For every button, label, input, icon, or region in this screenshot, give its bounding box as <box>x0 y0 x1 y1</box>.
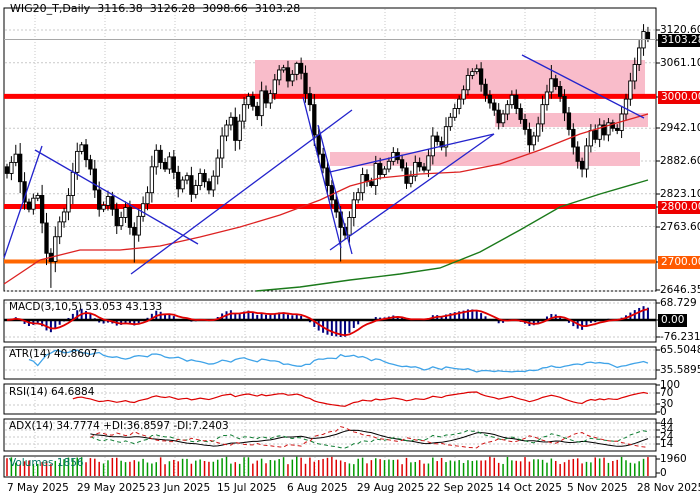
volume-axis-label: 1960 <box>660 453 687 465</box>
price-axis-label: 3061.10 <box>660 57 700 69</box>
date-axis-label: 29 May 2025 <box>77 482 146 494</box>
date-axis-label: 23 Jun 2025 <box>147 482 211 494</box>
price-axis-label: 3120.60 <box>660 24 700 36</box>
macd-axis-label: -76.231 <box>660 331 700 343</box>
adx-axis-label: 44 <box>660 417 674 429</box>
chart-title: WIG20_T,Daily 3116.38 3126.28 3098.66 3103.2… <box>10 2 307 15</box>
date-axis-label: 14 Oct 2025 <box>497 482 562 494</box>
price-axis-label: 2942.10 <box>660 122 700 134</box>
atr-axis-label: 35.5895 <box>660 364 700 376</box>
price-low: 3098.66 <box>202 2 248 15</box>
date-axis-label: 28 Nov 2025 <box>637 482 700 494</box>
price-axis-label: 3103.28 <box>658 34 700 47</box>
rsi-axis-label: 70 <box>660 387 674 399</box>
price-axis-label: 2700.00 <box>658 256 700 269</box>
macd-indicator-label: MACD(3,10,5) 53.053 43.133 <box>9 301 163 313</box>
date-axis-label: 15 Jul 2025 <box>217 482 277 494</box>
price-open: 3116.38 <box>97 2 143 15</box>
price-axis-label: 2823.10 <box>660 188 700 200</box>
atr-indicator-label: ATR(14) 40.8607 <box>9 348 98 360</box>
date-axis-label: 5 Nov 2025 <box>567 482 628 494</box>
atr-axis-label: 65.5048 <box>660 344 700 356</box>
adx-axis-label: 34 <box>660 424 674 436</box>
rsi-axis-label: 30 <box>660 398 674 410</box>
price-axis-label: 2763.60 <box>660 221 700 233</box>
date-axis-label: 7 May 2025 <box>7 482 69 494</box>
price-axis-label: 2800.00 <box>658 201 700 214</box>
adx-axis-label: 14 <box>660 438 674 450</box>
macd-axis-label: 68.729 <box>660 297 697 309</box>
rsi-axis-label: 0 <box>660 406 667 418</box>
adx-indicator-label: ADX(14) 34.7774 +DI:36.8597 -DI:7.2403 <box>9 420 229 432</box>
date-axis-label: 22 Sep 2025 <box>427 482 494 494</box>
volume-axis-label: 0 <box>660 467 667 479</box>
price-axis-label: 2646.35 <box>660 284 700 296</box>
volumes-indicator-label: Volumes 1856 <box>9 457 84 469</box>
price-axis-label: 3000.00 <box>658 91 700 104</box>
price-axis-label: 2882.60 <box>660 155 700 167</box>
adx-axis-label: 24 <box>660 431 674 443</box>
price-close: 3103.28 <box>254 2 301 15</box>
rsi-axis-label: 100 <box>660 379 681 391</box>
macd-axis-label: 0.00 <box>658 314 688 327</box>
date-axis-label: 29 Aug 2025 <box>357 482 425 494</box>
price-high: 3126.28 <box>149 2 196 15</box>
date-axis-label: 6 Aug 2025 <box>287 482 348 494</box>
rsi-indicator-label: RSI(14) 64.6884 <box>9 386 95 398</box>
symbol-timeframe: WIG20_T,Daily <box>10 2 91 15</box>
